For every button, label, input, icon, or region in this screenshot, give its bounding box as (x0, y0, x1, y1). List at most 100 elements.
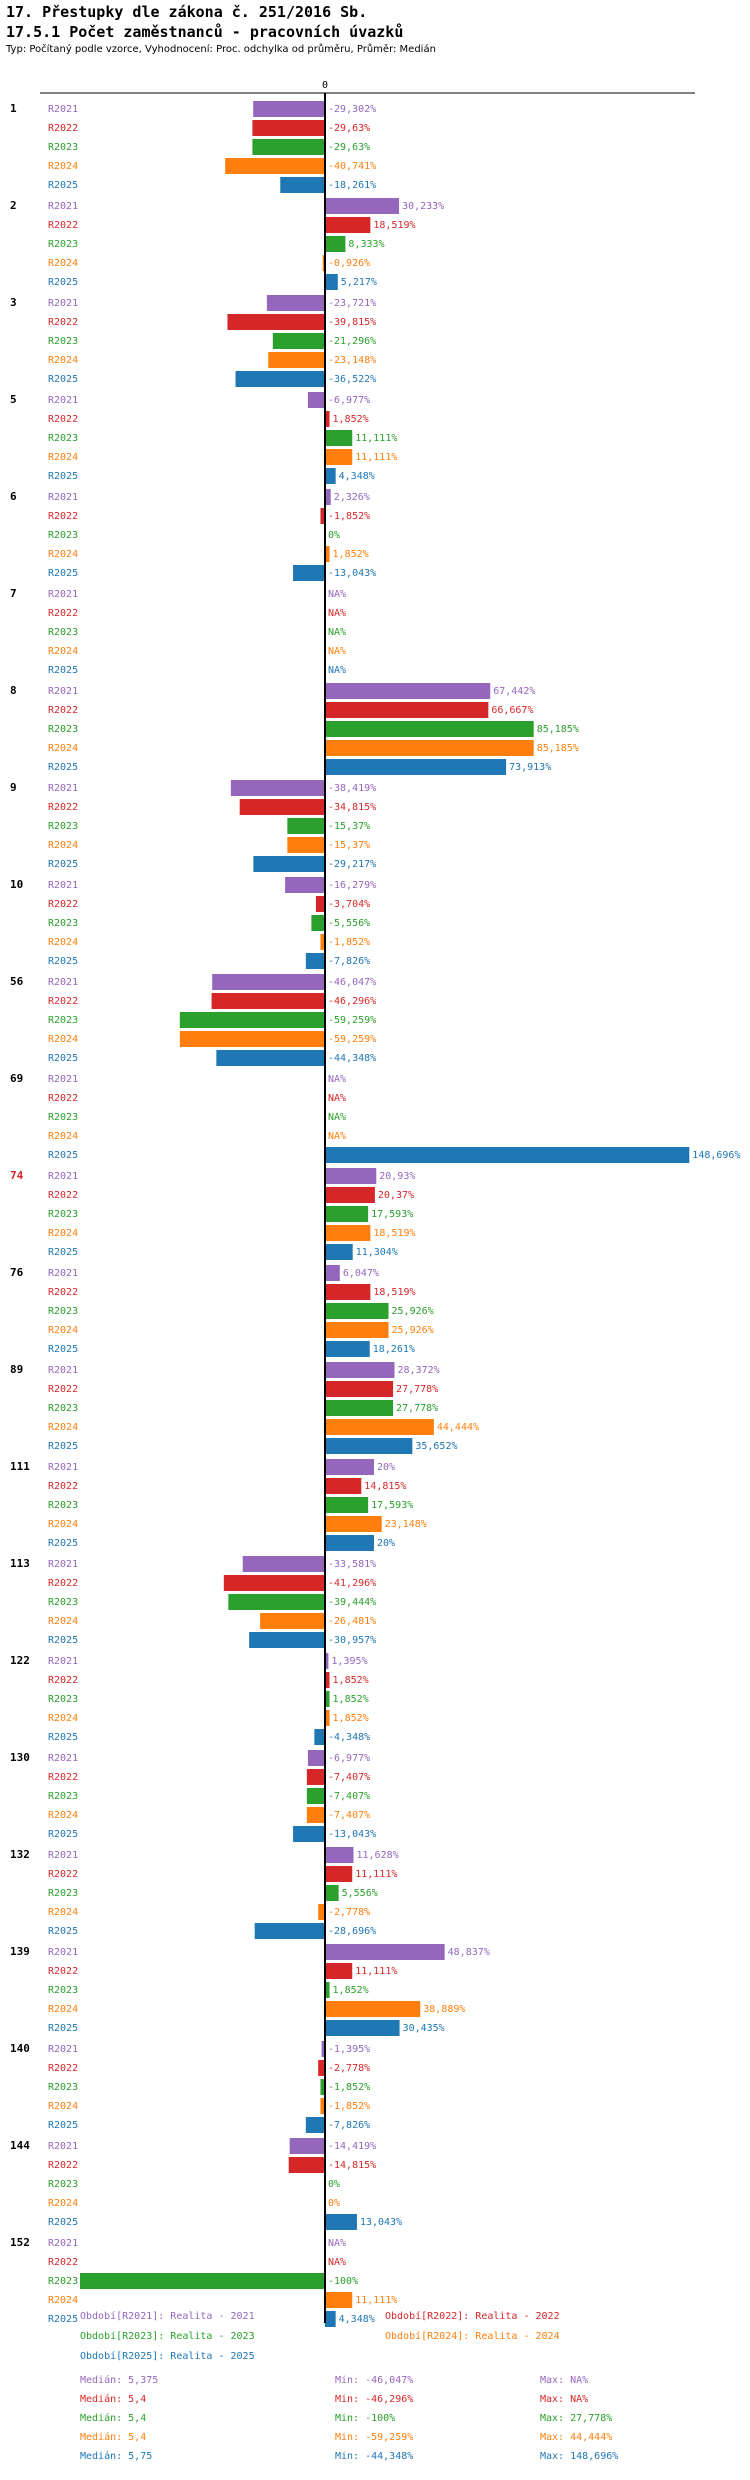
series-label-8-r2022: R2022 (48, 705, 78, 716)
bar-1-r2021 (253, 101, 325, 117)
bar-3-r2023 (272, 333, 325, 349)
value-label-69-r2024: NA% (328, 1131, 346, 1142)
value-label-8-r2022: 66,667% (491, 705, 533, 716)
value-label-56-r2025: -44,348% (328, 1053, 376, 1064)
value-label-10-r2022: -3,704% (328, 899, 370, 910)
series-label-140-r2024: R2024 (48, 2101, 78, 2112)
legend-period-r2025: Období[R2025]: Realita - 2025 (80, 2351, 255, 2362)
bar-6-r2024 (325, 546, 330, 562)
series-label-132-r2021: R2021 (48, 1850, 78, 1861)
group-label-7: 7 (10, 587, 17, 600)
series-label-56-r2021: R2021 (48, 977, 78, 988)
legend-median-r2024: Medián: 5,4 (80, 2432, 147, 2443)
value-label-8-r2024: 85,185% (537, 743, 579, 754)
group-label-113: 113 (10, 1557, 30, 1570)
value-label-152-r2021: NA% (328, 2238, 346, 2249)
value-label-130-r2023: -7,407% (328, 1791, 370, 1802)
series-label-69-r2021: R2021 (48, 1074, 78, 1085)
bar-8-r2022 (325, 702, 489, 718)
bar-130-r2025 (293, 1826, 325, 1842)
bar-9-r2024 (287, 837, 325, 853)
value-label-5-r2024: 11,111% (355, 452, 397, 463)
legend-max-r2023: Max: 27,778% (540, 2413, 613, 2424)
bar-130-r2023 (306, 1788, 325, 1804)
value-label-89-r2023: 27,778% (396, 1403, 438, 1414)
series-label-122-r2022: R2022 (48, 1675, 78, 1686)
group-label-132: 132 (10, 1848, 30, 1861)
value-label-5-r2021: -6,977% (328, 395, 370, 406)
series-label-74-r2022: R2022 (48, 1190, 78, 1201)
value-label-69-r2022: NA% (328, 1093, 346, 1104)
group-label-10: 10 (10, 878, 23, 891)
series-label-5-r2022: R2022 (48, 414, 78, 425)
series-label-3-r2023: R2023 (48, 336, 78, 347)
bar-132-r2023 (325, 1885, 339, 1901)
bar-139-r2025 (325, 2020, 400, 2036)
value-label-144-r2022: -14,815% (328, 2160, 376, 2171)
value-label-111-r2021: 20% (377, 1462, 395, 1473)
group-label-9: 9 (10, 781, 17, 794)
value-label-130-r2025: -13,043% (328, 1829, 376, 1840)
legend-min-r2023: Min: -100% (335, 2413, 396, 2424)
value-label-89-r2022: 27,778% (396, 1384, 438, 1395)
value-label-1-r2025: -18,261% (328, 180, 376, 191)
value-label-5-r2022: 1,852% (333, 414, 369, 425)
bar-152-r2023 (80, 2273, 325, 2289)
value-label-113-r2021: -33,581% (328, 1559, 376, 1570)
value-label-139-r2022: 11,111% (355, 1966, 397, 1977)
series-label-113-r2024: R2024 (48, 1616, 78, 1627)
value-label-3-r2024: -23,148% (328, 355, 376, 366)
bar-89-r2021 (325, 1362, 395, 1378)
series-label-10-r2022: R2022 (48, 899, 78, 910)
series-label-6-r2021: R2021 (48, 492, 78, 503)
bar-5-r2022 (325, 411, 330, 427)
series-label-1-r2025: R2025 (48, 180, 78, 191)
bar-8-r2024 (325, 740, 534, 756)
series-label-74-r2021: R2021 (48, 1171, 78, 1182)
series-label-1-r2022: R2022 (48, 123, 78, 134)
bar-2-r2022 (325, 217, 371, 233)
value-label-1-r2023: -29,63% (328, 142, 370, 153)
series-label-3-r2021: R2021 (48, 298, 78, 309)
bar-1-r2023 (252, 139, 325, 155)
value-label-113-r2023: -39,444% (328, 1597, 376, 1608)
value-label-89-r2021: 28,372% (398, 1365, 440, 1376)
bar-2-r2023 (325, 236, 346, 252)
bar-122-r2021 (325, 1653, 329, 1669)
value-label-139-r2024: 38,889% (423, 2004, 465, 2015)
series-label-132-r2022: R2022 (48, 1869, 78, 1880)
bar-56-r2025 (216, 1050, 325, 1066)
value-label-140-r2021: -1,395% (328, 2044, 370, 2055)
series-label-89-r2025: R2025 (48, 1441, 78, 1452)
chart-meta: Typ: Počítaný podle vzorce, Vyhodnocení:… (6, 44, 436, 55)
series-label-10-r2025: R2025 (48, 956, 78, 967)
bar-8-r2021 (325, 683, 491, 699)
series-label-122-r2024: R2024 (48, 1713, 78, 1724)
legend-max-r2022: Max: NA% (540, 2394, 589, 2405)
series-label-56-r2023: R2023 (48, 1015, 78, 1026)
value-label-113-r2022: -41,296% (328, 1578, 376, 1589)
value-label-76-r2022: 18,519% (373, 1287, 415, 1298)
series-label-130-r2025: R2025 (48, 1829, 78, 1840)
legend-period-r2021: Období[R2021]: Realita - 2021 (80, 2311, 255, 2322)
value-label-144-r2025: 13,043% (360, 2217, 402, 2228)
bar-10-r2023 (311, 915, 325, 931)
value-label-152-r2023: -100% (328, 2276, 358, 2287)
bar-130-r2022 (306, 1769, 325, 1785)
legend-max-r2025: Max: 148,696% (540, 2451, 619, 2462)
value-label-10-r2023: -5,556% (328, 918, 370, 929)
series-label-140-r2025: R2025 (48, 2120, 78, 2131)
value-label-8-r2021: 67,442% (493, 686, 535, 697)
series-label-5-r2024: R2024 (48, 452, 78, 463)
bar-74-r2022 (325, 1187, 375, 1203)
value-label-130-r2021: -6,977% (328, 1753, 370, 1764)
bar-76-r2025 (325, 1341, 370, 1357)
value-label-140-r2023: -1,852% (328, 2082, 370, 2093)
bar-113-r2024 (260, 1613, 325, 1629)
value-label-56-r2022: -46,296% (328, 996, 376, 1007)
series-label-152-r2023: R2023 (48, 2276, 78, 2287)
value-label-7-r2024: NA% (328, 646, 346, 657)
series-label-8-r2021: R2021 (48, 686, 78, 697)
series-label-9-r2024: R2024 (48, 840, 78, 851)
